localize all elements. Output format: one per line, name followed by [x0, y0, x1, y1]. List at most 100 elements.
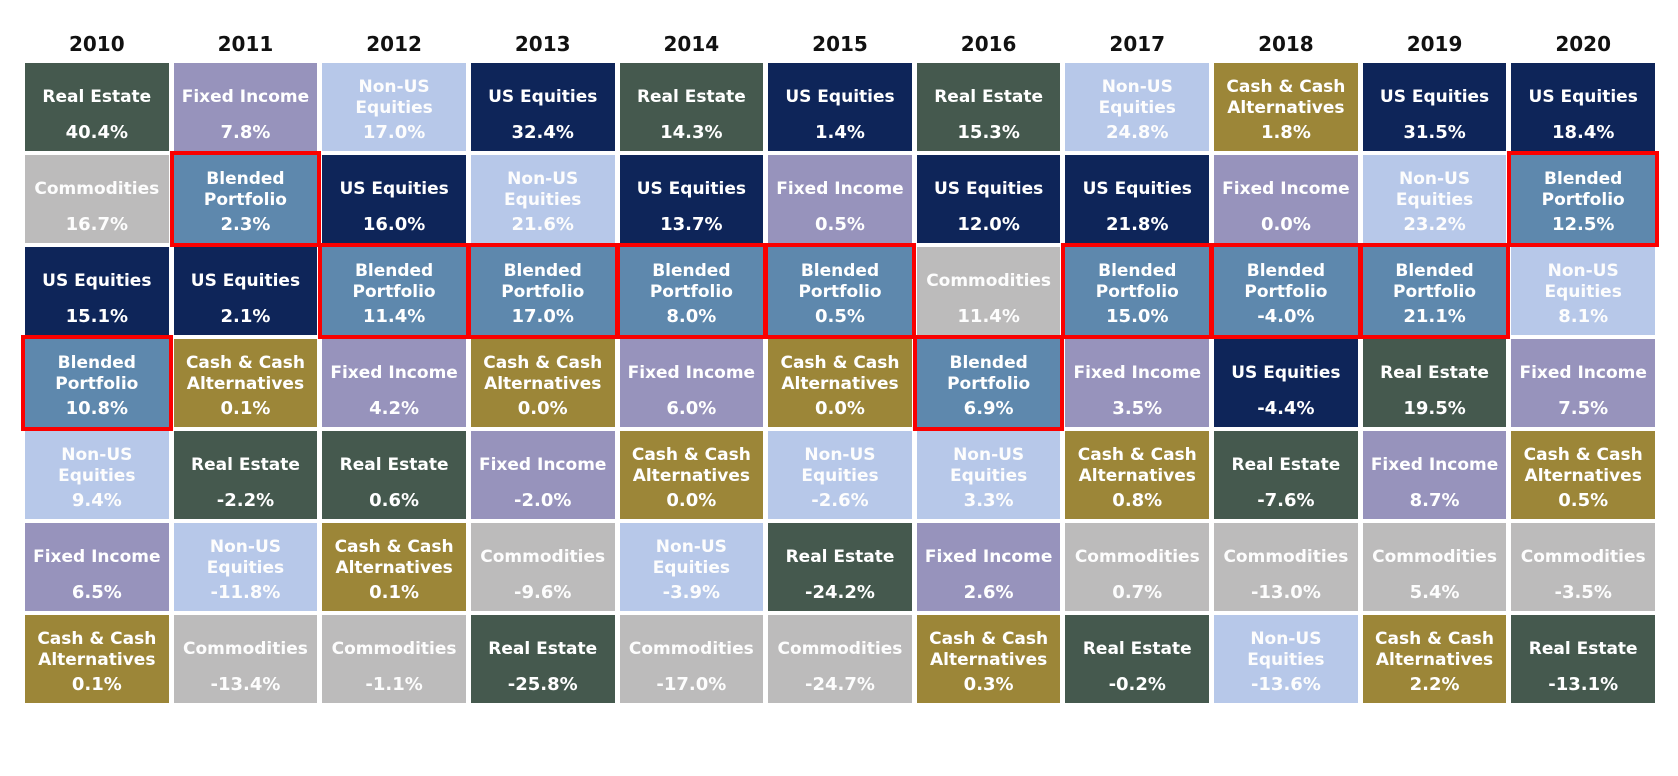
asset-cell: Cash & Cash Alternatives 0.3%	[916, 615, 1061, 703]
asset-name: Blended Portfolio	[1244, 261, 1328, 302]
asset-return-value: -2.6%	[811, 490, 869, 511]
asset-return-value: 32.4%	[511, 122, 574, 143]
asset-cell: Real Estate -7.6%	[1214, 431, 1358, 519]
asset-return-value: 3.3%	[963, 490, 1014, 511]
asset-name: US Equities	[636, 179, 746, 200]
asset-name-wrap: Cash & Cash Alternatives	[1067, 439, 1207, 492]
asset-return-value: 2.1%	[220, 306, 271, 327]
asset-return-value: 0.1%	[369, 582, 420, 603]
asset-cell: Blended Portfolio 2.3%	[169, 151, 321, 247]
year-label: 2013	[514, 32, 571, 56]
asset-return-value: 14.3%	[660, 122, 723, 143]
asset-cell: Blended Portfolio -4.0%	[1210, 243, 1362, 339]
asset-cell: Real Estate 19.5%	[1362, 339, 1507, 427]
asset-name: Real Estate	[191, 455, 300, 476]
asset-name: Commodities	[331, 639, 457, 660]
asset-return-value: -4.0%	[1257, 306, 1315, 327]
asset-name-wrap: Commodities	[926, 255, 1051, 308]
asset-return-value: -7.6%	[1257, 490, 1315, 511]
asset-name-wrap: US Equities	[488, 71, 597, 124]
asset-name: Non-US Equities	[206, 537, 285, 578]
asset-name: US Equities	[1082, 179, 1192, 200]
asset-cell: Non-US Equities 9.4%	[25, 431, 169, 519]
asset-cell: Non-US Equities -2.6%	[768, 431, 912, 519]
asset-name-wrap: Commodities	[1372, 531, 1497, 584]
asset-name-wrap: Commodities	[778, 623, 903, 676]
year-label: 2014	[663, 32, 720, 56]
asset-return-value: 17.0%	[511, 306, 574, 327]
asset-name: Blended Portfolio	[1541, 169, 1625, 210]
asset-name-wrap: Commodities	[332, 623, 457, 676]
asset-cell: Blended Portfolio 10.8%	[21, 335, 173, 431]
asset-name-wrap: Commodities	[1521, 531, 1646, 584]
asset-name-wrap: US Equities	[1231, 347, 1340, 400]
asset-cell: Non-US Equities -13.6%	[1214, 615, 1358, 703]
asset-name: Fixed Income	[924, 547, 1053, 568]
asset-cell: Cash & Cash Alternatives 0.0%	[619, 431, 764, 519]
asset-cell: Fixed Income 6.5%	[25, 523, 169, 611]
asset-cell: Non-US Equities 8.1%	[1511, 247, 1655, 335]
year-column: 2018 Cash & Cash Alternatives 1.8% Fixed In…	[1210, 26, 1362, 703]
asset-cell: Blended Portfolio 17.0%	[466, 243, 619, 339]
asset-name: Fixed Income	[330, 363, 458, 384]
asset-name: Non-US Equities	[652, 537, 731, 578]
year-label: 2011	[217, 32, 274, 56]
asset-name-wrap: Fixed Income	[479, 439, 606, 492]
asset-name-wrap: Fixed Income	[776, 163, 903, 216]
asset-cell: Blended Portfolio 6.9%	[912, 335, 1065, 431]
asset-return-value: 4.2%	[369, 398, 420, 419]
asset-name: Commodities	[183, 639, 308, 660]
asset-return-value: 6.9%	[963, 398, 1014, 419]
asset-name: Blended Portfolio	[1393, 261, 1477, 302]
asset-name-wrap: Fixed Income	[33, 531, 160, 584]
asset-cell: Real Estate 14.3%	[619, 63, 764, 151]
asset-return-value: 10.8%	[65, 398, 129, 419]
asset-name: Commodities	[926, 271, 1052, 292]
asset-cell: Real Estate 15.3%	[916, 63, 1061, 151]
asset-return-value: 0.6%	[369, 490, 420, 511]
asset-cell: Real Estate -0.2%	[1065, 615, 1210, 703]
asset-return-value: 9.4%	[71, 490, 122, 511]
asset-cell: Non-US Equities 24.8%	[1065, 63, 1210, 151]
asset-return-value: 13.7%	[660, 214, 723, 235]
asset-cell: Commodities 5.4%	[1362, 523, 1507, 611]
asset-return-value: 24.8%	[1106, 122, 1169, 143]
asset-name-wrap: Cash & Cash Alternatives	[1216, 71, 1356, 124]
asset-name: Non-US Equities	[58, 445, 136, 486]
asset-name: Cash & Cash Alternatives	[185, 353, 305, 394]
asset-name-wrap: Non-US Equities	[1365, 163, 1505, 216]
asset-return-value: -13.6%	[1250, 674, 1321, 695]
asset-return-value: 0.1%	[71, 674, 122, 695]
asset-return-value: 16.0%	[362, 214, 426, 235]
asset-return-value: 0.3%	[963, 674, 1014, 695]
asset-cell: Fixed Income 2.6%	[916, 523, 1061, 611]
asset-name: Real Estate	[1231, 455, 1341, 476]
asset-name: Commodities	[1223, 547, 1349, 568]
asset-return-value: 6.0%	[666, 398, 717, 419]
asset-cell: Fixed Income 7.5%	[1511, 339, 1655, 427]
asset-name-wrap: Non-US Equities	[324, 71, 464, 124]
asset-cell: Commodities -3.5%	[1511, 523, 1655, 611]
asset-name-wrap: Non-US Equities	[622, 531, 762, 584]
asset-return-value: 31.5%	[1403, 122, 1466, 143]
asset-return-value: 12.0%	[957, 214, 1020, 235]
asset-name: Commodities	[480, 547, 606, 568]
asset-cell: Real Estate 0.6%	[322, 431, 466, 519]
asset-name: Cash & Cash Alternatives	[1226, 77, 1346, 118]
asset-return-value: -17.0%	[656, 674, 727, 695]
asset-name: Cash & Cash Alternatives	[780, 353, 900, 394]
year-column: 2013 US Equities 32.4% Non-US Equities 21.6%…	[466, 26, 619, 703]
asset-name: Real Estate	[785, 547, 895, 568]
asset-cell: Non-US Equities 21.6%	[470, 155, 615, 243]
year-column: 2020 US Equities 18.4% Blended Portfolio 12.…	[1507, 26, 1659, 703]
asset-cell: Blended Portfolio 12.5%	[1507, 151, 1659, 247]
asset-cell: Non-US Equities 3.3%	[916, 431, 1061, 519]
asset-name: Cash & Cash Alternatives	[631, 445, 751, 486]
year-column: 2012 Non-US Equities 17.0% US Equities 16.0%…	[318, 26, 470, 703]
asset-return-value: -0.2%	[1108, 674, 1166, 695]
asset-return-value: 0.0%	[815, 398, 865, 419]
asset-name-wrap: Non-US Equities	[919, 439, 1059, 492]
year-column: 2010 Real Estate 40.4% Commodities 16.7% US E…	[21, 26, 173, 703]
asset-name-wrap: US Equities	[42, 255, 151, 308]
asset-return-value: 7.5%	[1558, 398, 1609, 419]
